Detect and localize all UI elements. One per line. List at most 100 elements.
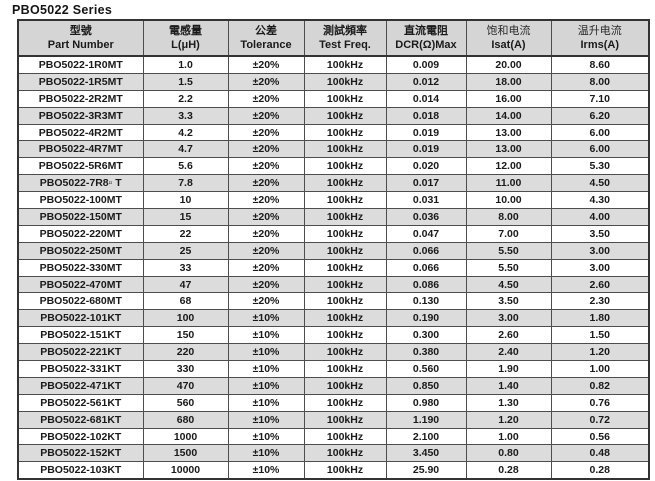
part-number-cell: PBO5022-220MT	[17, 224, 144, 243]
table-row: PBO5022-4R2MT 4.2 ±20% 100kHz 0.019 13.0…	[17, 123, 650, 142]
dcr-cell: 0.066	[385, 241, 467, 260]
part-number-cell: PBO5022-152KT	[17, 444, 144, 463]
table-row: PBO5022-1R0MT 1.0 ±20% 100kHz 0.009 20.0…	[17, 55, 650, 74]
part-number-cell: PBO5022-4R7MT	[17, 140, 144, 159]
inductance-cell: 68	[142, 292, 229, 311]
dcr-cell: 0.012	[385, 72, 467, 91]
test-freq-cell: 100kHz	[303, 72, 387, 91]
part-number-cell: PBO5022-4R2MT	[17, 123, 144, 142]
irms-cell: 3.00	[550, 241, 650, 260]
test-freq-cell: 100kHz	[303, 140, 387, 159]
isat-cell: 5.50	[465, 258, 552, 277]
spec-table: 型號 Part Number 電感量 L(μH) 公差 Tolerance 測試…	[17, 19, 650, 481]
header-dcr-en: DCR(Ω)Max	[395, 39, 457, 51]
table-row: PBO5022-220MT 22 ±20% 100kHz 0.047 7.00 …	[17, 224, 650, 243]
inductance-cell: 560	[142, 393, 229, 412]
tolerance-cell: ±20%	[227, 106, 305, 125]
test-freq-cell: 100kHz	[303, 106, 387, 125]
table-row: PBO5022-102KT 1000 ±10% 100kHz 2.100 1.0…	[17, 427, 650, 446]
header-part-number-en: Part Number	[47, 39, 114, 51]
test-freq-cell: 100kHz	[303, 174, 387, 193]
irms-cell: 0.76	[550, 393, 650, 412]
tolerance-cell: ±20%	[227, 275, 305, 294]
header-irms: 温升电流 Irms(A)	[550, 19, 650, 57]
test-freq-cell: 100kHz	[303, 444, 387, 463]
test-freq-cell: 100kHz	[303, 241, 387, 260]
table-row: PBO5022-152KT 1500 ±10% 100kHz 3.450 0.8…	[17, 444, 650, 463]
part-number-cell: PBO5022-471KT	[17, 376, 144, 395]
table-row: PBO5022-470MT 47 ±20% 100kHz 0.086 4.50 …	[17, 275, 650, 294]
isat-cell: 1.90	[465, 360, 552, 378]
inductance-cell: 25	[142, 241, 229, 260]
test-freq-cell: 100kHz	[303, 258, 387, 277]
part-number-cell: PBO5022-221KT	[17, 343, 144, 362]
isat-cell: 3.00	[465, 309, 552, 328]
tolerance-cell: ±10%	[227, 393, 305, 412]
test-freq-cell: 100kHz	[303, 410, 387, 429]
isat-cell: 1.40	[465, 376, 552, 395]
part-number-cell: PBO5022-3R3MT	[17, 106, 144, 125]
tolerance-cell: ±20%	[227, 191, 305, 210]
header-dcr-zh: 直流電阻	[404, 25, 448, 37]
dcr-cell: 0.047	[385, 224, 467, 243]
table-row: PBO5022-7R8▫ T 7.8 ±20% 100kHz 0.017 11.…	[17, 174, 650, 193]
header-tolerance-zh: 公差	[255, 25, 277, 37]
part-number-cell: PBO5022-330MT	[17, 258, 144, 277]
isat-cell: 18.00	[465, 72, 552, 91]
header-tolerance: 公差 Tolerance	[227, 19, 305, 57]
irms-cell: 2.60	[550, 275, 650, 294]
dcr-cell: 0.130	[385, 292, 467, 311]
isat-cell: 0.80	[465, 444, 552, 463]
test-freq-cell: 100kHz	[303, 326, 387, 345]
header-inductance-zh: 電感量	[169, 25, 202, 37]
isat-cell: 2.60	[465, 326, 552, 345]
dcr-cell: 0.380	[385, 343, 467, 362]
tolerance-cell: ±20%	[227, 224, 305, 243]
tolerance-cell: ±10%	[227, 309, 305, 328]
tolerance-cell: ±20%	[227, 241, 305, 260]
inductance-cell: 330	[142, 360, 229, 378]
irms-cell: 2.30	[550, 292, 650, 311]
header-test-freq-en: Test Freq.	[319, 39, 371, 51]
table-row: PBO5022-4R7MT 4.7 ±20% 100kHz 0.019 13.0…	[17, 140, 650, 159]
test-freq-cell: 100kHz	[303, 376, 387, 395]
isat-cell: 1.00	[465, 427, 552, 446]
dcr-cell: 0.019	[385, 123, 467, 142]
isat-cell: 13.00	[465, 123, 552, 142]
dcr-cell: 0.014	[385, 89, 467, 108]
tolerance-cell: ±20%	[227, 55, 305, 74]
part-number-cell: PBO5022-681KT	[17, 410, 144, 429]
test-freq-cell: 100kHz	[303, 309, 387, 328]
table-row: PBO5022-100MT 10 ±20% 100kHz 0.031 10.00…	[17, 191, 650, 210]
table-row: PBO5022-330MT 33 ±20% 100kHz 0.066 5.50 …	[17, 258, 650, 277]
irms-cell: 6.00	[550, 140, 650, 159]
part-number-cell: PBO5022-2R2MT	[17, 89, 144, 108]
header-irms-en: Irms(A)	[580, 39, 619, 51]
dcr-cell: 0.009	[385, 55, 467, 74]
irms-cell: 0.48	[550, 444, 650, 463]
isat-cell: 3.50	[465, 292, 552, 311]
table-row: PBO5022-681KT 680 ±10% 100kHz 1.190 1.20…	[17, 410, 650, 429]
inductance-cell: 680	[142, 410, 229, 429]
tolerance-cell: ±10%	[227, 326, 305, 345]
part-number-cell: PBO5022-470MT	[17, 275, 144, 294]
part-number-cell: PBO5022-7R8▫ T	[17, 174, 144, 193]
isat-cell: 0.28	[465, 461, 552, 480]
dcr-cell: 3.450	[385, 444, 467, 463]
dcr-cell: 0.560	[385, 360, 467, 378]
table-row: PBO5022-5R6MT 5.6 ±20% 100kHz 0.020 12.0…	[17, 157, 650, 176]
test-freq-cell: 100kHz	[303, 208, 387, 226]
irms-cell: 0.82	[550, 376, 650, 395]
test-freq-cell: 100kHz	[303, 343, 387, 362]
test-freq-cell: 100kHz	[303, 360, 387, 378]
table-header: 型號 Part Number 電感量 L(μH) 公差 Tolerance 測試…	[17, 19, 650, 57]
inductance-cell: 3.3	[142, 106, 229, 125]
test-freq-cell: 100kHz	[303, 55, 387, 74]
isat-cell: 11.00	[465, 174, 552, 193]
tolerance-cell: ±10%	[227, 343, 305, 362]
tolerance-cell: ±20%	[227, 157, 305, 176]
inductance-cell: 4.2	[142, 123, 229, 142]
inductance-cell: 15	[142, 208, 229, 226]
dcr-cell: 1.190	[385, 410, 467, 429]
dcr-cell: 0.980	[385, 393, 467, 412]
